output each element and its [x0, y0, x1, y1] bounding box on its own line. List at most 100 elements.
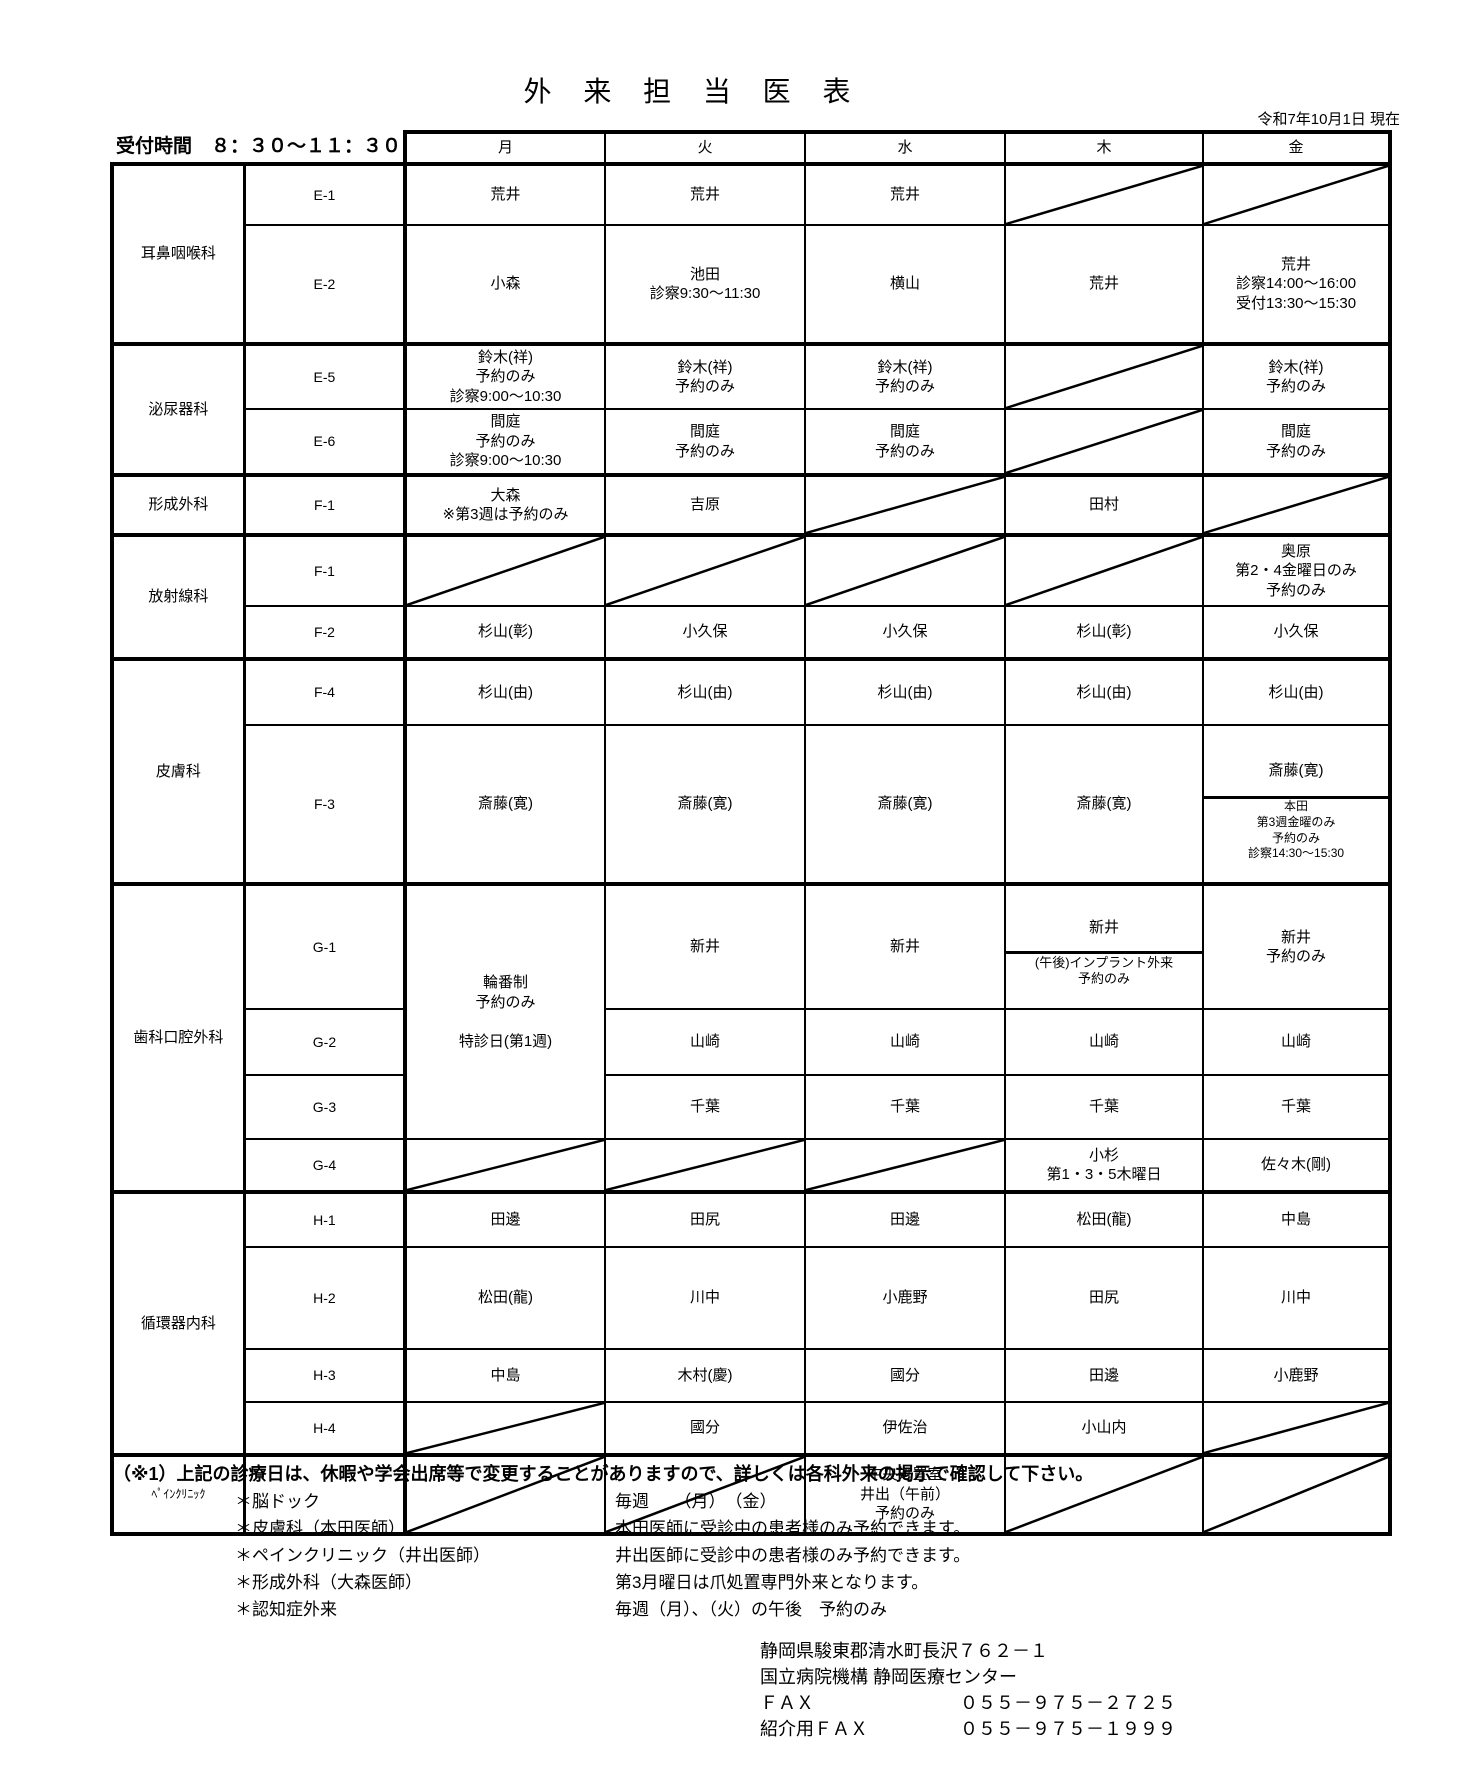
no-clinic-cell — [804, 473, 1007, 536]
schedule-cell: 鈴木(祥) 予約のみ — [1202, 342, 1393, 410]
footnote-label: ＊認知症外来 — [235, 1600, 337, 1619]
no-clinic-cell — [1202, 1453, 1393, 1536]
table-row: 歯科口腔外科 G-1 輪番制 予約のみ 特診日(第1週) 新井 新井 新井 (午… — [109, 882, 1393, 1193]
footnote-desc: 毎週 （月） （金） — [615, 1492, 777, 1511]
table-row: G-2 山崎 山崎 山崎 山崎 — [112, 1008, 1393, 1076]
schedule-cell: 山崎 — [1202, 1008, 1393, 1076]
footnote-item: ＊ペインクリニック（井出医師） 井出医師に受診中の患者様のみ予約できます。 — [235, 1542, 970, 1569]
schedule-cell: 本田 第3週金曜のみ 予約のみ 診察14:30～15:30 — [1205, 795, 1387, 863]
dept-cell: 耳鼻咽喉科 — [109, 162, 246, 345]
schedule-cell: 荒井 — [804, 162, 1007, 226]
day-header-tue: 火 — [604, 130, 807, 165]
schedule-cell: 新井 予約のみ — [1202, 882, 1393, 1010]
schedule-cell: 斎藤(寛) — [604, 724, 807, 885]
schedule-cell: 千葉 — [1004, 1074, 1205, 1140]
no-clinic-cell — [804, 533, 1007, 607]
schedule-cell: 荒井 — [604, 162, 807, 226]
room-cell: G-2 — [242, 1008, 407, 1076]
no-clinic-cell — [1202, 473, 1393, 536]
schedule-cell: 伊佐治 — [804, 1401, 1007, 1456]
schedule-cell: 杉山(彰) — [403, 605, 607, 660]
no-clinic-cell — [804, 1138, 1007, 1193]
room-cell: F-2 — [242, 605, 407, 660]
footnote-label: ＊皮膚科（本田医師） — [235, 1519, 405, 1538]
hospital-contact-block: 静岡県駿東郡清水町長沢７６２－１ 国立病院機構 静岡医療センター ＦＡＸ ０５５… — [760, 1638, 1176, 1742]
schedule-cell: 中央処置室 井出（午前） 予約のみ — [804, 1453, 1007, 1536]
page-title: 外 来 担 当 医 表 — [523, 76, 863, 107]
no-clinic-cell — [1004, 342, 1205, 410]
split-schedule-cell: 斎藤(寛) 本田 第3週金曜のみ 予約のみ 診察14:30～15:30 — [1202, 724, 1393, 885]
schedule-cell: 小鹿野 — [1202, 1348, 1393, 1403]
schedule-cell: 杉山(由) — [804, 657, 1007, 726]
referral-fax-row: 紹介用ＦＡＸ ０５５－９７５－１９９９ — [760, 1716, 1176, 1742]
hospital-name: 国立病院機構 静岡医療センター — [760, 1667, 1017, 1687]
no-clinic-cell — [403, 533, 607, 607]
diagonal-line — [1006, 410, 1202, 473]
schedule-cell: 池田 診察9:30～11:30 — [604, 224, 807, 345]
schedule-cell: 田尻 — [604, 1190, 807, 1248]
diagonal-line — [1006, 1457, 1202, 1532]
diagonal-line — [806, 477, 1004, 533]
schedule-cell: 吉原 — [604, 473, 807, 536]
room-cell: H-3 — [242, 1348, 407, 1403]
fax-number: ０５５－９７５－２７２５ — [960, 1693, 1176, 1713]
footnote-item: ＊形成外科（大森医師） 第3月曜日は爪処置専門外来となります。 — [235, 1569, 970, 1596]
schedule-cell: 斎藤(寛) — [1268, 761, 1324, 779]
no-clinic-cell — [403, 1401, 607, 1456]
schedule-table: 受付時間 ８：３０～１１：３０ 月 火 水 木 金 耳鼻咽喉科 E-1 荒井 荒… — [109, 130, 1393, 1536]
footnote-list: ＊脳ドック 毎週 （月） （金） ＊皮膚科（本田医師） 本田医師に受診中の患者様… — [235, 1488, 970, 1623]
schedule-cell: 小森 — [403, 224, 607, 345]
schedule-cell: 杉山(由) — [403, 657, 607, 726]
day-header-mon: 月 — [403, 130, 607, 165]
table-row: 循環器内科 H-1 田邊 田尻 田邊 松田(龍) 中島 — [109, 1190, 1393, 1456]
dept-cell: ﾍﾟｲﾝｸﾘﾆｯｸ — [109, 1453, 246, 1536]
no-clinic-cell — [1004, 162, 1205, 226]
diagonal-line — [606, 1140, 804, 1190]
footnote-desc: 毎週（月）、（火）の午後 予約のみ — [615, 1600, 887, 1619]
table-row: E-2 小森 池田 診察9:30～11:30 横山 荒井 荒井 診察14:00～… — [112, 224, 1393, 345]
no-clinic-cell — [403, 1138, 607, 1193]
room-cell: F-4 — [242, 657, 407, 726]
schedule-cell: 鈴木(祥) 予約のみ — [804, 342, 1007, 410]
footnote-label: ＊ペインクリニック（井出医師） — [235, 1546, 490, 1565]
table-row: F-3 斎藤(寛) 斎藤(寛) 斎藤(寛) 斎藤(寛) 斎藤(寛) 本田 第3週… — [112, 724, 1393, 885]
reception-hours-label: 受付時間 ８：３０～１１：３０ — [116, 135, 402, 157]
schedule-cell: 小久保 — [604, 605, 807, 660]
table-row: H-3 中島 木村(慶) 國分 田邊 小鹿野 — [112, 1348, 1393, 1403]
schedule-cell: 小久保 — [804, 605, 1007, 660]
room-cell: G-1 — [242, 882, 407, 1010]
schedule-cell: 小鹿野 — [804, 1246, 1007, 1350]
schedule-cell: 間庭 予約のみ — [604, 408, 807, 476]
schedule-cell: 國分 — [804, 1348, 1007, 1403]
day-header-thu: 木 — [1004, 130, 1205, 165]
referral-fax-number: ０５５－９７５－１９９９ — [960, 1719, 1176, 1739]
footnote-desc: 本田医師に受診中の患者様のみ予約できます。 — [615, 1519, 971, 1538]
schedule-cell: 杉山(由) — [1004, 657, 1205, 726]
fax-row: ＦＡＸ ０５５－９７５－２７２５ — [760, 1690, 1176, 1716]
room-cell: F-1 — [242, 533, 407, 607]
footnote-item: ＊認知症外来 毎週（月）、（火）の午後 予約のみ — [235, 1596, 970, 1623]
table-row: 形成外科 F-1 大森 ※第3週は予約のみ 吉原 田村 — [109, 473, 1393, 536]
diagonal-line — [606, 537, 804, 605]
schedule-cell: 鈴木(祥) 予約のみ 診察9:00～10:30 — [403, 342, 607, 410]
schedule-cell: 田邊 — [403, 1190, 607, 1248]
no-clinic-cell — [604, 1453, 807, 1536]
diagonal-line — [407, 1140, 604, 1190]
room-cell: F-1 — [242, 473, 407, 536]
schedule-cell: 新井 — [1089, 919, 1120, 937]
table-row: H-4 國分 伊佐治 小山内 — [112, 1401, 1393, 1456]
room-cell: E-6 — [242, 408, 407, 476]
schedule-cell: 千葉 — [604, 1074, 807, 1140]
schedule-cell: 斎藤(寛) — [403, 724, 607, 885]
schedule-cell: 大森 ※第3週は予約のみ — [403, 473, 607, 536]
header-row: 受付時間 ８：３０～１１：３０ 月 火 水 木 金 — [112, 130, 1393, 165]
room-cell: F-3 — [242, 724, 407, 885]
table-row: H-2 松田(龍) 川中 小鹿野 田尻 川中 — [112, 1246, 1393, 1350]
diagonal-line — [1204, 1403, 1388, 1453]
fax-label: ＦＡＸ — [760, 1693, 814, 1713]
schedule-cell: 奥原 第2・4金曜日のみ 予約のみ — [1202, 533, 1393, 607]
schedule-cell: 小久保 — [1202, 605, 1393, 660]
schedule-cell: 新井 — [604, 882, 807, 1010]
schedule-cell: 川中 — [1202, 1246, 1393, 1350]
no-clinic-cell — [403, 1453, 607, 1536]
